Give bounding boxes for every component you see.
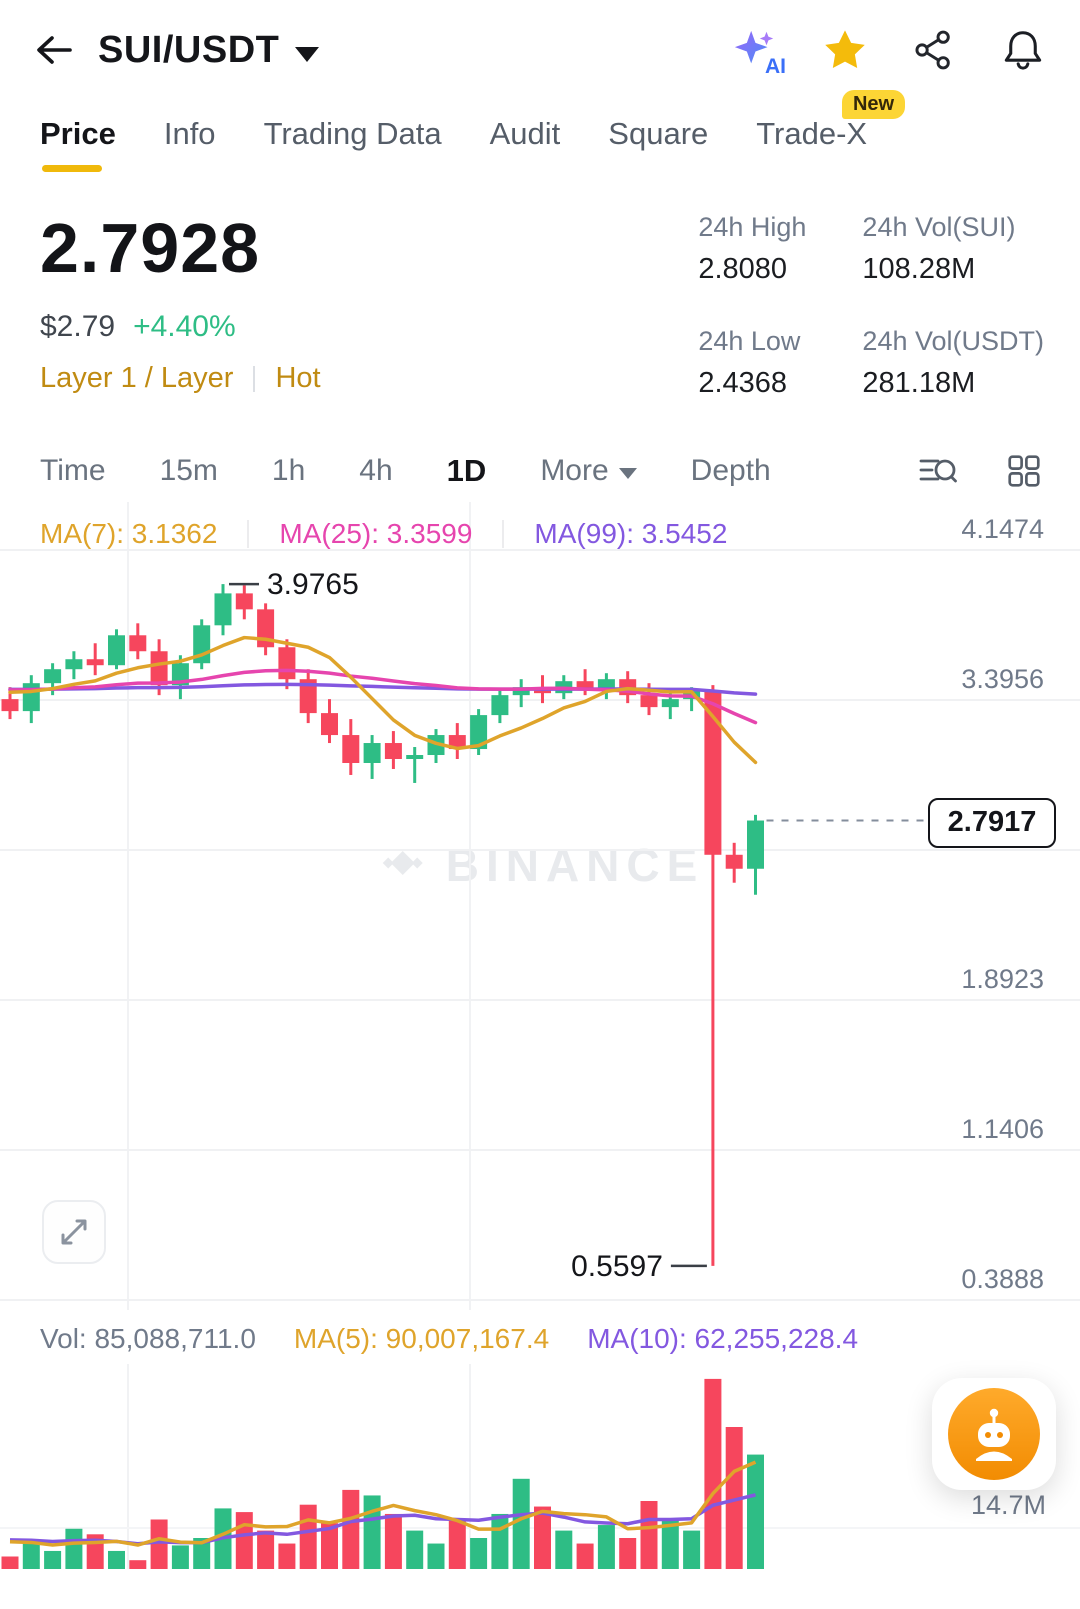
tf-15m[interactable]: 15m — [159, 454, 218, 487]
stat-24h-vol-usdt: 24h Vol(USDT) 281.18M — [862, 326, 1044, 400]
last-price: 2.7928 — [40, 209, 261, 287]
tab-trade-x-label: Trade-X — [756, 116, 868, 151]
support-agent-icon — [976, 1408, 1012, 1461]
ma99-label: MA(99): 3.5452 — [534, 518, 728, 549]
indicator-settings-icon[interactable] — [916, 450, 958, 492]
chart-layout-grid-icon[interactable] — [1004, 451, 1044, 491]
ticker-section: 2.7928 $2.79 +4.40% Layer 1 / Layer Hot … — [0, 208, 1080, 400]
tag-divider — [253, 365, 256, 392]
binance-logo-icon — [382, 851, 423, 875]
tf-4h[interactable]: 4h — [359, 454, 393, 487]
stat-value: 2.8080 — [698, 253, 788, 285]
hot-tag[interactable]: Hot — [275, 362, 321, 394]
ma25-label: MA(25): 3.3599 — [279, 518, 473, 549]
header-icons: AI — [732, 27, 1046, 78]
volume-axis-label: 14.7M — [970, 1490, 1046, 1520]
new-badge: New — [841, 90, 906, 119]
support-fab[interactable] — [932, 1378, 1056, 1490]
tf-time[interactable]: Time — [40, 454, 106, 487]
header: SUI/USDT AI — [0, 0, 1080, 78]
fullscreen-expand-button[interactable] — [42, 1200, 106, 1264]
svg-text:3.9765: 3.9765 — [267, 568, 359, 601]
ma-separator — [247, 520, 250, 548]
ai-assistant-icon[interactable]: AI — [732, 27, 786, 78]
fiat-price: $2.79 — [40, 310, 116, 343]
back-arrow-icon — [37, 36, 72, 64]
pair-selector[interactable]: SUI/USDT — [98, 28, 320, 72]
volume-ma5-label: MA(5): 90,007,167.4 — [293, 1323, 550, 1354]
price-change-percent: +4.40% — [133, 310, 236, 343]
svg-text:0.5597: 0.5597 — [571, 1250, 663, 1283]
volume-chart[interactable]: 14.7M — [0, 1364, 1080, 1569]
watermark-text: BINANCE — [445, 839, 705, 891]
back-button[interactable] — [26, 26, 74, 74]
stat-label: 24h Vol(SUI) — [862, 212, 1016, 242]
chevron-down-icon — [618, 467, 637, 479]
tab-audit[interactable]: Audit — [490, 116, 561, 172]
tab-price-label: Price — [40, 116, 116, 151]
ma7-label: MA(7): 3.1362 — [40, 518, 218, 549]
favorite-star-icon[interactable] — [822, 27, 868, 73]
tab-bar: Price Info Trading Data Audit Square Tra… — [0, 90, 1080, 172]
svg-text:3.3956: 3.3956 — [961, 664, 1044, 694]
support-fab-circle — [948, 1388, 1040, 1480]
stat-value: 281.18M — [862, 367, 976, 399]
svg-text:4.1474: 4.1474 — [961, 514, 1044, 544]
stat-value: 2.4368 — [698, 367, 788, 399]
ai-label: AI — [765, 55, 786, 78]
notifications-bell-icon[interactable] — [1000, 27, 1046, 73]
ticker-stats: 24h High 2.8080 24h Low 2.4368 24h Vol(S… — [698, 208, 1044, 400]
stat-24h-high: 24h High 2.8080 — [698, 212, 806, 286]
stat-value: 108.28M — [862, 253, 976, 285]
price-chart[interactable]: BINANCE 3.97650.55974.14743.39562.64391.… — [0, 502, 1080, 1310]
active-tab-underline — [42, 165, 102, 172]
tab-trading-data[interactable]: Trading Data — [264, 116, 442, 172]
ma-separator — [502, 520, 505, 548]
tab-info-label: Info — [163, 116, 216, 151]
tab-audit-label: Audit — [489, 116, 561, 151]
svg-text:0.3888: 0.3888 — [961, 1264, 1044, 1294]
price-block: 2.7928 $2.79 +4.40% Layer 1 / Layer Hot — [40, 208, 321, 400]
tf-1d[interactable]: 1D — [446, 453, 487, 488]
volume-ma10-label: MA(10): 62,255,228.4 — [587, 1323, 859, 1354]
last-price-tag: 2.7917 — [928, 797, 1056, 848]
stat-24h-vol-sui: 24h Vol(SUI) 108.28M — [862, 212, 1044, 286]
category-tag[interactable]: Layer 1 / Layer — [40, 362, 234, 394]
tab-square[interactable]: Square — [608, 116, 708, 172]
tab-square-label: Square — [608, 116, 709, 151]
tab-price[interactable]: Price — [40, 116, 116, 172]
stat-label: 24h High — [698, 212, 807, 242]
expand-arrows-icon — [61, 1219, 87, 1245]
tab-trade-x[interactable]: Trade-X New — [756, 90, 906, 172]
timeframe-bar: Time 15m 1h 4h 1D More Depth — [0, 450, 1080, 492]
stat-label: 24h Vol(USDT) — [862, 326, 1044, 356]
volume-label: Vol: 85,088,711.0 — [40, 1323, 256, 1354]
share-icon[interactable] — [912, 28, 956, 72]
tf-icon-group — [916, 450, 1044, 492]
stat-label: 24h Low — [698, 326, 801, 356]
tf-more[interactable]: More — [540, 454, 637, 488]
tf-more-label: More — [540, 454, 609, 487]
tf-depth[interactable]: Depth — [690, 454, 771, 487]
ma-labels: MA(7): 3.1362 MA(25): 3.3599 MA(99): 3.5… — [40, 518, 727, 550]
tab-info[interactable]: Info — [164, 116, 216, 172]
binance-watermark: BINANCE — [376, 838, 705, 892]
chevron-down-icon — [295, 46, 320, 62]
volume-labels: Vol: 85,088,711.0 MA(5): 90,007,167.4 MA… — [0, 1316, 1080, 1362]
pair-title: SUI/USDT — [98, 28, 280, 71]
svg-text:1.8923: 1.8923 — [961, 964, 1044, 994]
tab-trading-data-label: Trading Data — [263, 116, 442, 151]
tf-1h[interactable]: 1h — [271, 454, 306, 487]
svg-text:1.1406: 1.1406 — [961, 1114, 1044, 1144]
stat-24h-low: 24h Low 2.4368 — [698, 326, 806, 400]
